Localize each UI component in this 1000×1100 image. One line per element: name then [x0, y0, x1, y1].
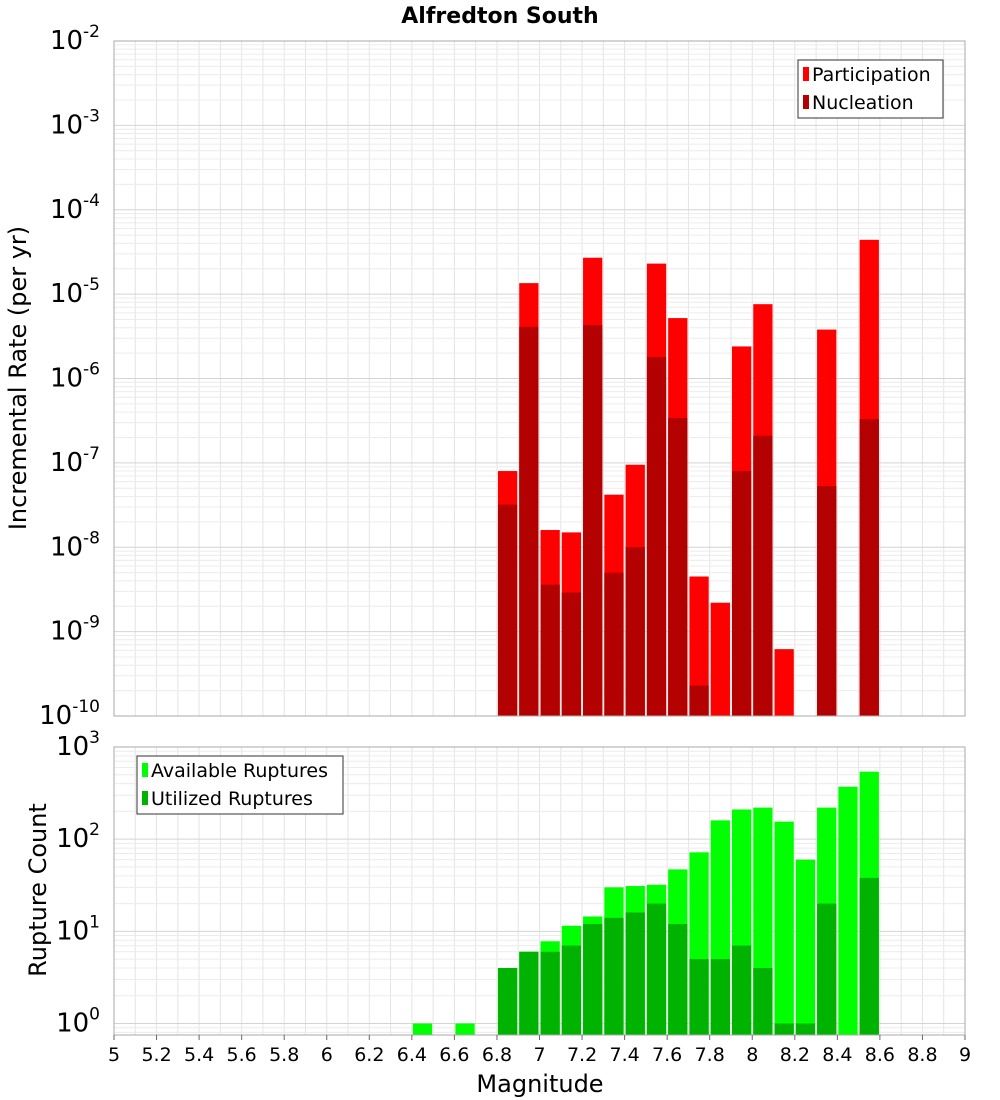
bar — [817, 486, 837, 716]
x-tick-label: 6.6 — [439, 1044, 469, 1066]
x-tick-label: 5.8 — [269, 1044, 299, 1066]
x-tick-label: 8.8 — [907, 1044, 937, 1066]
y-tick-label: 100 — [56, 1004, 100, 1038]
bar — [795, 1023, 816, 1035]
legend-swatch — [142, 791, 148, 805]
bar — [859, 419, 879, 716]
bar — [540, 951, 560, 1035]
bar — [817, 903, 837, 1035]
y-tick-label: 10-7 — [50, 444, 100, 478]
x-tick-label: 6.2 — [354, 1044, 384, 1066]
bar — [731, 945, 752, 1035]
bar — [859, 877, 879, 1035]
legend-swatch — [803, 95, 809, 109]
bar — [625, 547, 645, 716]
incremental-rate-panel: 10-2 10-3 10-4 10-5 10-6 10-7 10-8 10-9 10-10 Inc… — [4, 22, 966, 731]
bar — [646, 903, 667, 1035]
bar — [668, 924, 688, 1035]
x-tick-label: 7.4 — [609, 1044, 639, 1066]
y-axis-label: Incremental Rate (per yr) — [4, 226, 32, 530]
y-axis-label: Rupture Count — [24, 803, 52, 977]
bar — [689, 576, 709, 716]
bar — [604, 572, 624, 716]
y-tick-label: 10-5 — [50, 275, 100, 309]
bar — [774, 1023, 794, 1035]
x-tick-label: 8 — [746, 1044, 758, 1066]
bar — [753, 967, 773, 1035]
chart-title: Alfredton South — [401, 4, 598, 29]
bar — [689, 685, 709, 716]
y-tick-label: 103 — [56, 728, 100, 762]
x-tick-label: 8.4 — [822, 1044, 852, 1066]
bar — [710, 959, 730, 1035]
grid-lines — [113, 41, 966, 717]
bar — [412, 1023, 433, 1035]
y-tick-label: 10-10 — [39, 697, 100, 731]
legend-box — [797, 59, 944, 119]
legend-label: Utilized Ruptures — [151, 788, 313, 810]
legend: Participation Nucleation — [797, 59, 944, 119]
legend-label: Available Ruptures — [151, 760, 328, 782]
x-tick-label: 6 — [321, 1044, 333, 1066]
y-tick-label: 101 — [56, 912, 100, 946]
x-tick-label: 5 — [108, 1044, 120, 1066]
x-tick-label: 7.2 — [567, 1044, 597, 1066]
bar — [604, 917, 624, 1035]
y-tick-label: 10-6 — [50, 360, 100, 394]
bar — [753, 435, 773, 716]
bar — [710, 602, 730, 716]
x-tick-label: 7 — [533, 1044, 545, 1066]
legend: Available Ruptures Utilized Ruptures — [136, 755, 344, 815]
bar — [497, 504, 518, 716]
x-tick-label: 8.2 — [780, 1044, 810, 1066]
bar — [795, 859, 816, 1035]
bar — [689, 959, 709, 1035]
series-utilized-ruptures — [497, 877, 879, 1035]
x-axis-label: Magnitude — [476, 1070, 603, 1098]
x-tick-label: 7.8 — [695, 1044, 725, 1066]
bar — [731, 471, 752, 716]
y-tick-label: 10-8 — [50, 528, 100, 562]
y-tick-label: 10-2 — [50, 22, 100, 56]
legend-box — [136, 755, 344, 815]
x-tick-label: 5.2 — [141, 1044, 171, 1066]
bar — [625, 912, 645, 1035]
x-tick-label: 5.6 — [227, 1044, 257, 1066]
bar — [583, 924, 603, 1035]
bar — [583, 325, 603, 716]
y-tick-label: 10-3 — [50, 106, 100, 140]
legend-label: Participation — [812, 64, 931, 86]
plot-frame — [113, 40, 966, 717]
bar — [838, 786, 858, 1035]
y-tick-label: 102 — [56, 820, 100, 854]
x-tick-label: 7.6 — [652, 1044, 682, 1066]
magnitude-x-axis: 5 5.2 5.4 5.6 5.8 6 6.2 6.4 6.6 6.8 7 7.2 7.4 7.6 7.8 8… — [108, 1035, 971, 1066]
bar — [646, 356, 667, 716]
bar — [519, 326, 539, 716]
legend-swatch — [142, 763, 148, 777]
y-tick-label: 10-9 — [50, 613, 100, 647]
bar — [668, 418, 688, 716]
legend-swatch — [803, 67, 809, 81]
bar — [540, 584, 560, 716]
x-tick-label: 9 — [959, 1044, 971, 1066]
legend-label: Nucleation — [812, 92, 914, 114]
bar — [497, 967, 518, 1035]
bar — [774, 821, 794, 1035]
bar — [561, 592, 582, 716]
bar — [561, 945, 582, 1035]
series-nucleation — [497, 325, 879, 716]
bar — [519, 951, 539, 1035]
x-tick-label: 6.4 — [397, 1044, 427, 1066]
bar — [455, 1023, 475, 1035]
x-tick-label: 8.6 — [865, 1044, 895, 1066]
y-tick-label: 10-4 — [50, 191, 100, 225]
x-tick-label: 6.8 — [482, 1044, 512, 1066]
x-tick-label: 5.4 — [184, 1044, 214, 1066]
bar — [774, 649, 794, 716]
